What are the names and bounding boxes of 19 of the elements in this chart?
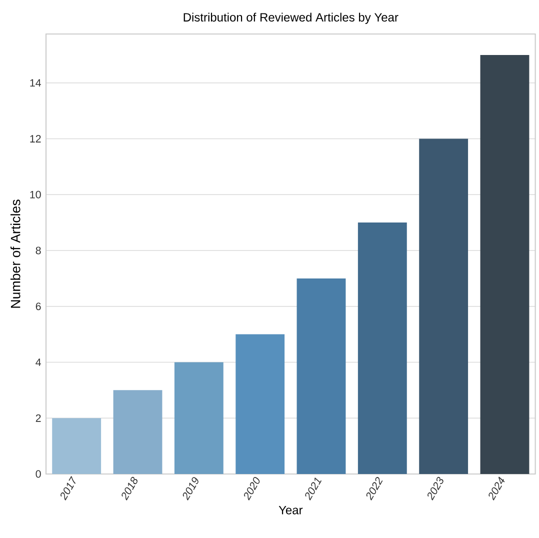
bar xyxy=(296,278,346,474)
y-tick-label: 12 xyxy=(30,135,41,142)
y-tick-label: 2 xyxy=(36,414,41,422)
chart-title: Distribution of Reviewed Articles by Year xyxy=(184,12,398,24)
bar xyxy=(358,222,407,474)
y-axis-title: Number of Articles xyxy=(10,200,20,308)
x-axis-title: Year xyxy=(278,506,303,514)
y-tick-label: 6 xyxy=(36,302,41,310)
bar xyxy=(113,390,162,474)
bar xyxy=(480,54,530,474)
bar xyxy=(52,418,102,474)
y-tick-label: 10 xyxy=(30,190,41,198)
y-tick-label: 8 xyxy=(36,246,41,254)
bar xyxy=(174,362,224,474)
bar xyxy=(419,138,468,474)
y-tick-label: 14 xyxy=(30,79,41,87)
y-tick-label: 0 xyxy=(36,470,41,478)
bar xyxy=(236,334,285,474)
y-tick-label: 4 xyxy=(36,358,41,366)
